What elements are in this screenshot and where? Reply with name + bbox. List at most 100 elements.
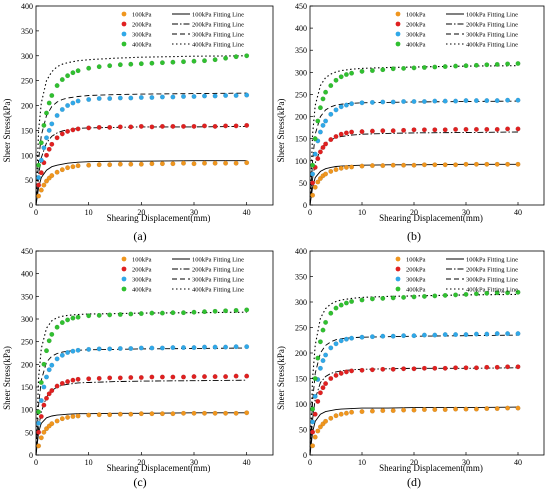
data-point-300kpa <box>191 345 197 351</box>
data-point-400kpa <box>49 93 55 98</box>
data-point-200kpa <box>202 123 207 129</box>
fit-line-300kpa <box>309 100 519 206</box>
y-tick-label: 100 <box>295 157 307 166</box>
data-point-300kpa <box>244 344 250 350</box>
data-point-200kpa <box>244 122 250 128</box>
data-point-400kpa <box>107 312 113 318</box>
panel-label: (a) <box>133 229 146 243</box>
data-point-200kpa <box>401 366 407 372</box>
y-tick-label: 250 <box>295 324 307 333</box>
data-point-300kpa <box>310 171 316 177</box>
data-point-200kpa <box>349 129 355 135</box>
data-point-400kpa <box>453 292 459 298</box>
fit-line-200kpa <box>35 379 247 456</box>
data-point-300kpa <box>484 331 490 337</box>
data-point-400kpa <box>38 380 44 385</box>
data-point-200kpa <box>432 365 438 371</box>
data-point-200kpa <box>244 373 250 379</box>
data-point-400kpa <box>41 122 47 128</box>
data-point-300kpa <box>421 332 427 338</box>
data-point-200kpa <box>473 365 479 371</box>
data-point-400kpa <box>38 140 44 146</box>
data-point-400kpa <box>317 339 323 345</box>
data-point-400kpa <box>96 64 102 70</box>
data-point-100kpa <box>505 161 511 167</box>
data-point-100kpa <box>86 162 92 168</box>
y-axis-title: Sheer Stress(kPa) <box>2 99 12 163</box>
data-point-100kpa <box>107 412 113 418</box>
data-point-300kpa <box>75 98 81 104</box>
legend-marker-200kpa <box>121 266 127 272</box>
y-tick-label: 50 <box>299 179 307 188</box>
data-point-200kpa <box>138 375 144 380</box>
data-point-300kpa <box>107 346 113 352</box>
x-tick-label: 10 <box>358 208 366 217</box>
y-tick-label: 250 <box>21 77 33 86</box>
data-point-100kpa <box>159 411 165 417</box>
data-point-400kpa <box>505 290 511 296</box>
data-point-100kpa <box>65 414 71 420</box>
fit-line-200kpa <box>35 125 247 206</box>
data-point-400kpa <box>390 66 396 72</box>
data-point-300kpa <box>128 346 134 351</box>
data-point-300kpa <box>86 97 92 102</box>
data-point-200kpa <box>36 429 42 435</box>
legend-fit-label: 200kPa Fitting Line <box>192 21 244 28</box>
data-point-100kpa <box>380 408 386 414</box>
data-point-200kpa <box>359 367 365 373</box>
data-point-200kpa <box>65 128 71 134</box>
legend-fit-label: 300kPa Fitting Line <box>192 31 244 38</box>
data-point-300kpa <box>317 365 323 371</box>
data-point-300kpa <box>432 98 438 104</box>
data-point-400kpa <box>46 100 52 106</box>
data-point-100kpa <box>202 410 207 416</box>
legend-fit-label: 200kPa Fitting Line <box>466 21 518 28</box>
legend-fit-label: 100kPa Fitting Line <box>192 11 244 18</box>
data-point-400kpa <box>515 289 521 295</box>
legend-label: 400kPa <box>406 41 426 48</box>
data-point-100kpa <box>390 162 396 168</box>
data-point-400kpa <box>202 309 207 315</box>
data-point-300kpa <box>515 97 521 103</box>
data-point-100kpa <box>401 162 407 168</box>
data-point-200kpa <box>315 156 321 162</box>
data-point-400kpa <box>65 317 71 323</box>
data-point-400kpa <box>494 61 500 67</box>
legend-label: 100kPa <box>406 11 426 18</box>
data-point-200kpa <box>49 141 55 147</box>
data-point-300kpa <box>59 352 65 358</box>
data-point-200kpa <box>328 137 334 143</box>
y-tick-label: 450 <box>295 2 307 11</box>
data-point-100kpa <box>244 410 250 416</box>
legend-fit-label: 400kPa Fitting Line <box>192 41 244 48</box>
data-point-300kpa <box>44 135 49 141</box>
data-point-400kpa <box>312 136 318 142</box>
legend-label: 300kPa <box>132 31 152 38</box>
data-point-400kpa <box>149 60 155 66</box>
legend-marker-100kpa <box>395 256 401 262</box>
data-point-300kpa <box>117 346 123 351</box>
data-point-100kpa <box>338 165 344 171</box>
data-point-300kpa <box>494 331 500 337</box>
data-point-300kpa <box>390 333 396 339</box>
y-tick-label: 300 <box>21 315 33 324</box>
data-point-400kpa <box>41 361 47 367</box>
y-tick-label: 400 <box>21 2 33 11</box>
data-point-300kpa <box>86 346 92 352</box>
chart-panel-b: 0 10 20 30 40050100150200250300350400450Shea… <box>276 2 545 243</box>
data-point-400kpa <box>380 67 386 73</box>
data-point-100kpa <box>54 169 60 175</box>
data-point-200kpa <box>473 126 479 132</box>
legend-label: 100kPa <box>132 256 152 263</box>
data-point-100kpa <box>96 162 102 168</box>
legend-label: 300kPa <box>406 276 426 283</box>
data-point-300kpa <box>59 107 65 112</box>
data-point-200kpa <box>333 134 339 139</box>
legend-marker-300kpa <box>395 31 401 37</box>
data-point-300kpa <box>54 113 60 118</box>
data-point-100kpa <box>212 410 218 416</box>
y-tick-label: 50 <box>299 426 307 435</box>
legend-label: 200kPa <box>132 21 152 28</box>
data-point-100kpa <box>96 412 102 418</box>
data-point-100kpa <box>181 410 186 416</box>
